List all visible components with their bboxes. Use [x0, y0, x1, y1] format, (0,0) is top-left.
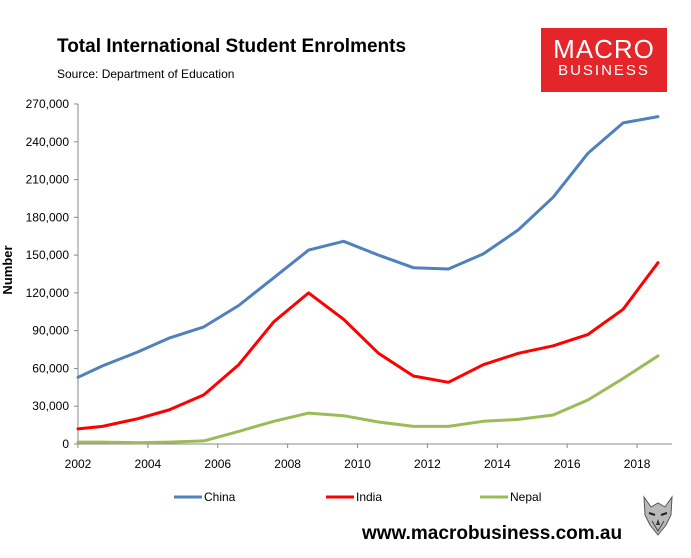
y-tick-label: 240,000: [26, 135, 70, 149]
y-tick-label: 270,000: [26, 97, 70, 111]
x-tick-label: 2012: [414, 457, 441, 471]
y-tick-label: 210,000: [26, 173, 70, 187]
x-tick-label: 2006: [204, 457, 231, 471]
wolf-icon: [643, 495, 673, 536]
series-line-china: [76, 115, 660, 379]
y-axis-label: Number: [0, 245, 15, 294]
series-line-nepal: [76, 354, 660, 445]
legend-label-china: China: [204, 490, 236, 504]
legend-label-india: India: [356, 490, 382, 504]
x-tick-group: 2002 2004 2006 2008 2010 2012 2014 2016 2018: [65, 444, 651, 471]
y-tick-label: 30,000: [32, 399, 69, 413]
y-tick-label: 0: [62, 437, 69, 451]
x-tick-label: 2016: [554, 457, 581, 471]
series-line-india: [76, 261, 660, 431]
x-tick-label: 2002: [65, 457, 92, 471]
chart-source: Source: Department of Education: [57, 67, 235, 81]
y-tick-group: 0 30,000 60,000 90,000 120,000 150,000 180,000…: [26, 97, 78, 451]
y-tick-label: 150,000: [26, 248, 70, 262]
footer-url: www.macrobusiness.com.au: [362, 523, 623, 544]
macrobusiness-logo: MACRO BUSINESS: [541, 28, 667, 92]
y-tick-label: 120,000: [26, 286, 70, 300]
y-tick-label: 60,000: [32, 361, 69, 375]
logo-line-2: BUSINESS: [558, 62, 650, 79]
x-tick-label: 2014: [484, 457, 511, 471]
series-group: [76, 115, 660, 445]
x-tick-label: 2010: [344, 457, 371, 471]
legend-label-nepal: Nepal: [510, 490, 541, 504]
x-tick-label: 2008: [274, 457, 301, 471]
logo-line-1: MACRO: [553, 34, 655, 64]
y-tick-label: 180,000: [26, 210, 70, 224]
legend: China India Nepal: [174, 490, 541, 504]
y-tick-label: 90,000: [32, 324, 69, 338]
chart-title: Total International Student Enrolments: [57, 36, 407, 57]
x-tick-label: 2018: [624, 457, 651, 471]
x-tick-label: 2004: [135, 457, 162, 471]
